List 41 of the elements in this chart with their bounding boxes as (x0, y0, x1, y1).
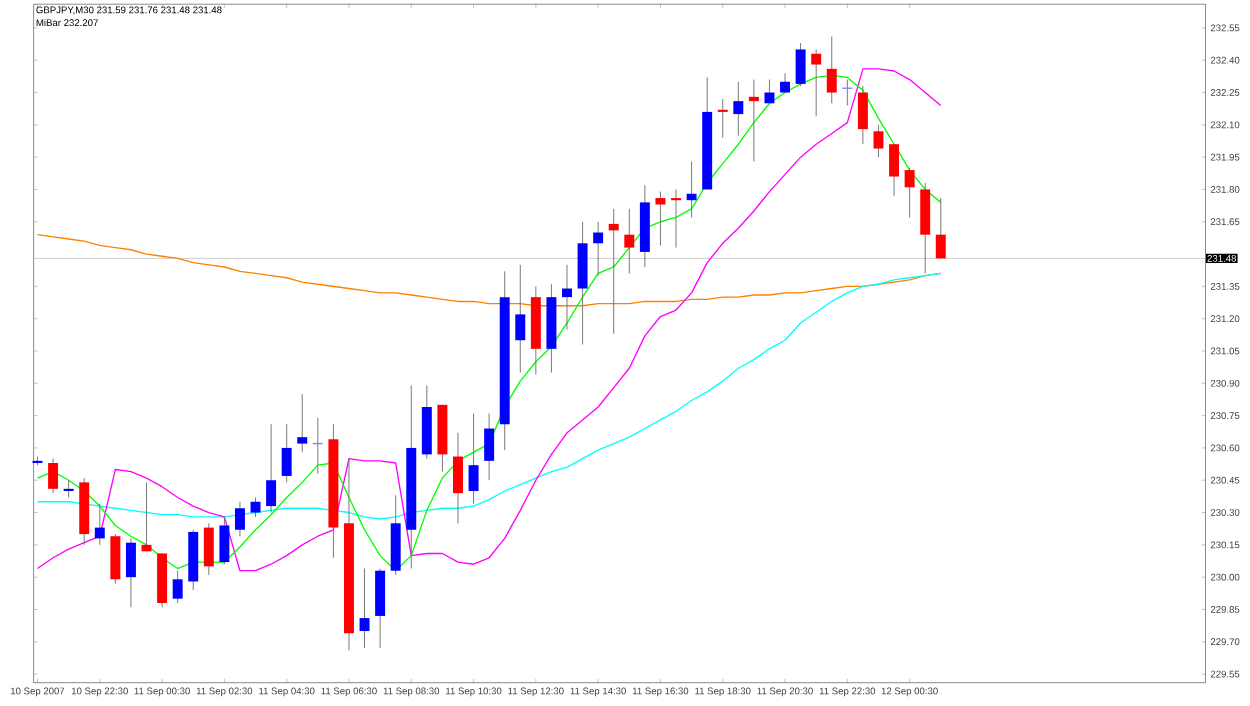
candlestick (125, 537, 136, 608)
candlestick (780, 72, 791, 93)
candlestick (655, 190, 666, 246)
candlestick (593, 221, 604, 276)
candlestick (826, 35, 837, 104)
candlestick (234, 501, 245, 537)
candlestick (250, 496, 261, 518)
candlestick (297, 393, 308, 453)
candlestick (920, 182, 931, 274)
candlestick (857, 85, 868, 145)
candlestick (577, 221, 588, 345)
candlestick (935, 197, 946, 259)
candlestick (390, 494, 401, 576)
candlestick (281, 423, 292, 483)
candlestick (608, 208, 619, 334)
candlestick (904, 167, 915, 218)
candlestick (748, 78, 759, 162)
candlestick (421, 384, 432, 459)
candlestick (359, 567, 370, 649)
candlestick (686, 160, 697, 218)
candlestick (375, 567, 386, 649)
candlestick (94, 503, 105, 546)
candlestick (203, 522, 214, 576)
candlestick (266, 423, 277, 513)
candlestick (484, 412, 495, 481)
candlestick (889, 143, 900, 197)
candlestick (624, 208, 635, 274)
candlestick (873, 124, 884, 158)
candlestick (453, 432, 463, 524)
candlestick (219, 516, 230, 565)
candlestick (733, 81, 744, 136)
candlestick (515, 264, 526, 373)
candlestick (562, 264, 572, 330)
candlestick (795, 42, 806, 87)
candlestick (48, 457, 59, 494)
candlestick (110, 533, 121, 584)
candlestick (811, 48, 822, 117)
candlestick (468, 412, 479, 505)
candlestick (172, 569, 183, 604)
candlestick (717, 98, 728, 138)
candlestick (671, 188, 681, 248)
